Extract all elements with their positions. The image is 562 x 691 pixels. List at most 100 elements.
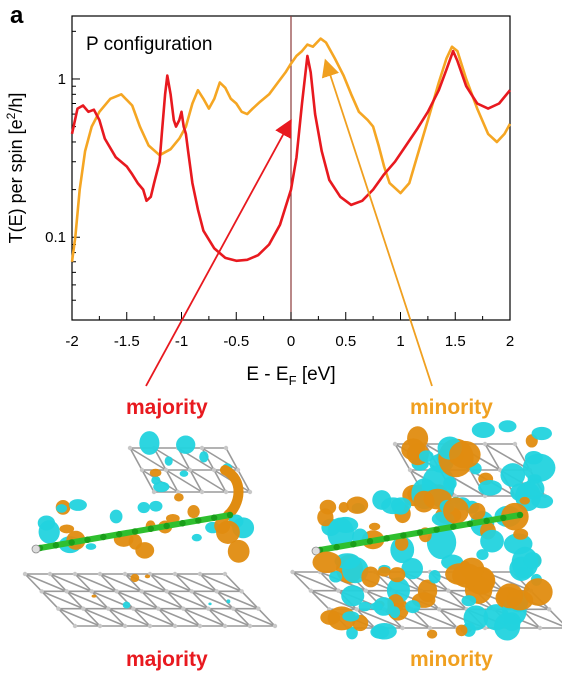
- metal-atom: [272, 623, 278, 629]
- orbital-lobe: [151, 476, 161, 485]
- orbital-lobe: [500, 463, 526, 488]
- orbital-lobe: [449, 440, 481, 469]
- metal-atom: [222, 571, 228, 577]
- y-tick-label: 1: [58, 71, 66, 88]
- orbital-lobe: [461, 595, 477, 607]
- carbon-atom: [52, 542, 60, 549]
- orbital-lobe: [476, 549, 489, 560]
- metal-atom: [97, 571, 103, 577]
- hydrogen-atom: [31, 544, 41, 554]
- majority-label-top: majority: [126, 396, 208, 419]
- orbital-lobe: [417, 579, 438, 603]
- metal-atom: [72, 623, 78, 629]
- orbital-lobe: [346, 626, 358, 640]
- orbital-lobe: [373, 597, 395, 616]
- carbon-atom: [163, 522, 170, 530]
- orbital-lobe: [149, 468, 162, 477]
- metal-atom: [72, 571, 78, 577]
- metal-atom: [247, 623, 253, 629]
- transmission-chart: 0.11 -2 -1.5 -1 -0.5 0 0.5 1 1.5 2 P configurati…: [4, 15, 514, 388]
- metal-atom: [175, 489, 181, 495]
- metal-atom: [97, 623, 103, 629]
- orbital-lobe: [381, 497, 405, 515]
- orbital-lobe: [523, 578, 553, 606]
- x-tick-label: 0: [287, 333, 295, 350]
- carbon-atom: [68, 539, 75, 546]
- metal-atom: [47, 571, 53, 577]
- metal-atom: [147, 623, 153, 629]
- carbon-atom: [195, 517, 202, 524]
- metal-atom: [222, 623, 228, 629]
- metal-atom: [214, 589, 219, 594]
- y-axis-label: T(E) per spin [e2/h]: [4, 93, 26, 244]
- carbon-atom: [450, 523, 457, 530]
- orbital-lobe: [498, 420, 517, 433]
- metal-atom: [131, 606, 136, 611]
- metal-atom: [197, 623, 203, 629]
- orbital-lobe: [56, 504, 68, 513]
- metal-atom: [114, 589, 119, 594]
- carbon-atom: [483, 517, 490, 525]
- orbital-lobe: [463, 605, 489, 631]
- metal-atom: [172, 623, 178, 629]
- carbon-atom: [84, 536, 91, 543]
- orbital-lobe: [216, 520, 240, 544]
- metal-atom: [106, 606, 111, 611]
- orbital-lobe: [130, 573, 140, 583]
- metal-atom: [512, 441, 518, 447]
- minority-arrow: [321, 58, 433, 387]
- orbital-lobe: [149, 500, 163, 512]
- carbon-atom: [433, 526, 440, 533]
- metal-atom: [427, 625, 433, 631]
- metal-atom: [39, 589, 44, 594]
- series-lines: [70, 37, 512, 263]
- carbon-atom: [383, 535, 390, 542]
- orbital-lobe: [468, 502, 486, 521]
- orbital-lobe: [389, 606, 401, 619]
- orbital-lobe: [68, 499, 87, 511]
- metal-atom: [223, 445, 229, 451]
- orbital-lobe: [428, 570, 441, 584]
- metal-atom: [239, 589, 244, 594]
- x-tick-label: -0.5: [223, 333, 249, 350]
- metal-atom: [164, 589, 169, 594]
- orbital-lobe: [137, 502, 151, 514]
- orbital-lobe: [426, 629, 438, 639]
- metal-atom: [336, 588, 341, 593]
- orbital-lobe: [327, 517, 355, 549]
- metal-atom: [537, 625, 543, 631]
- orbital-lobe: [91, 594, 97, 598]
- orbital-lobe: [524, 451, 543, 465]
- metal-atom: [290, 569, 295, 575]
- metal-atom: [56, 606, 61, 611]
- carbon-atom: [179, 520, 186, 527]
- metal-atom: [247, 489, 253, 495]
- x-tick-label: -1.5: [114, 333, 140, 350]
- orbital-lobe: [312, 551, 342, 574]
- minority-label-bottom: minority: [410, 648, 493, 671]
- metal-atom: [354, 607, 359, 612]
- orbital-lobe: [443, 476, 457, 491]
- carbon-atom: [100, 533, 107, 541]
- orbital-lobe: [523, 552, 542, 570]
- orbital-lobe: [334, 553, 361, 570]
- metal-atom: [139, 589, 144, 594]
- surface-lobes: [91, 573, 231, 609]
- carbon-atom: [416, 529, 424, 536]
- x-axis-ticks: -2 -1.5 -1 -0.5 0 0.5 1 1.5 2: [65, 312, 514, 350]
- x-tick-label: 1.5: [445, 333, 466, 350]
- metal-atom: [127, 445, 133, 451]
- metal-atom: [181, 606, 186, 611]
- orbital-lobe: [165, 513, 180, 523]
- molecule-backbone: [311, 511, 524, 556]
- metal-atom: [497, 467, 503, 473]
- metal-atom: [199, 445, 205, 451]
- x-tick-label: -2: [65, 333, 78, 350]
- bottom-electrode-lattice: [22, 571, 278, 629]
- minority-series-line: [70, 37, 512, 262]
- orbital-lobe: [531, 426, 552, 441]
- orbital-lobe: [401, 557, 423, 580]
- orbital-lobe: [329, 570, 343, 583]
- top-electrode-lobes: [139, 431, 233, 502]
- orbital-lobe: [426, 525, 457, 560]
